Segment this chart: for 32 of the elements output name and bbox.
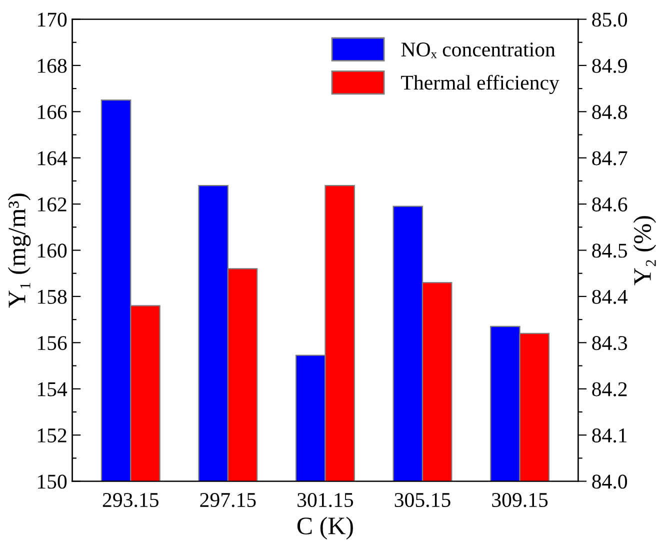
y-tick-label: 166 (38, 105, 67, 120)
x-tick-label: 297.15 (200, 493, 256, 508)
y2-tick-label: 84.6 (592, 197, 628, 212)
y2-tick-label: 84.8 (592, 105, 628, 120)
legend-label: Thermal efficiency (401, 74, 560, 94)
y-tick-label: 156 (38, 336, 67, 350)
y-tick-label: 154 (38, 382, 68, 396)
x-axis-title: C (K) (297, 516, 353, 540)
y2-tick-label: 84.3 (592, 336, 627, 350)
x-tick-label: 305.15 (394, 492, 450, 508)
y-tick-label: 164 (38, 151, 68, 166)
y-axis-title: Y₁ (mg/m³) (8, 194, 31, 308)
y2-tick-label: 84.4 (592, 290, 628, 304)
y2-tick-label: 85.0 (592, 12, 628, 27)
y2-tick-label: 84.0 (592, 474, 628, 489)
y2-tick-label: 84.9 (592, 58, 627, 73)
y-tick-label: 168 (38, 58, 67, 73)
y-tick-label: 152 (38, 428, 66, 442)
y2-tick-label: 84.1 (592, 428, 627, 443)
y-tick-label: 162 (38, 197, 66, 212)
x-tick-label: 301.15 (298, 492, 354, 508)
y2-tick-label: 84.5 (592, 244, 627, 258)
y-tick-label: 160 (38, 244, 67, 258)
y-tick-label: 170 (38, 12, 67, 27)
y2-axis-title: Y₂ (%) (633, 216, 656, 286)
y2-tick-label: 84.2 (592, 382, 627, 396)
y-tick-label: 150 (38, 474, 67, 489)
legend-label: NOₓ concentration (401, 42, 556, 58)
y2-tick-label: 84.7 (592, 151, 628, 166)
y-tick-label: 158 (38, 290, 67, 304)
x-tick-label: 293.15 (102, 493, 158, 508)
x-tick-label: 309.15 (492, 492, 548, 508)
